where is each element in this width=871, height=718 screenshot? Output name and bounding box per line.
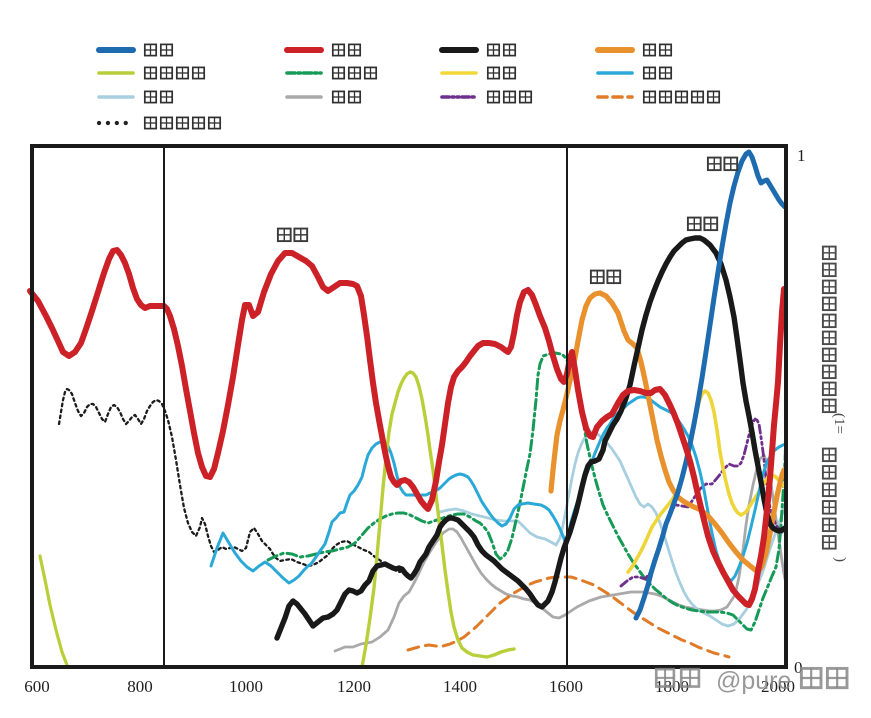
svg-text:600: 600 [24, 677, 50, 696]
svg-text:(1=: (1= [831, 413, 847, 434]
svg-text:@pure: @pure [716, 667, 791, 695]
svg-text:1200: 1200 [337, 677, 371, 696]
svg-text:1: 1 [797, 146, 806, 165]
svg-text:800: 800 [127, 677, 153, 696]
svg-text:1400: 1400 [443, 677, 477, 696]
svg-text:1000: 1000 [229, 677, 263, 696]
svg-text:0: 0 [794, 658, 803, 677]
svg-text:): ) [832, 557, 848, 562]
svg-text:1600: 1600 [549, 677, 583, 696]
svg-text:2000: 2000 [761, 677, 795, 696]
